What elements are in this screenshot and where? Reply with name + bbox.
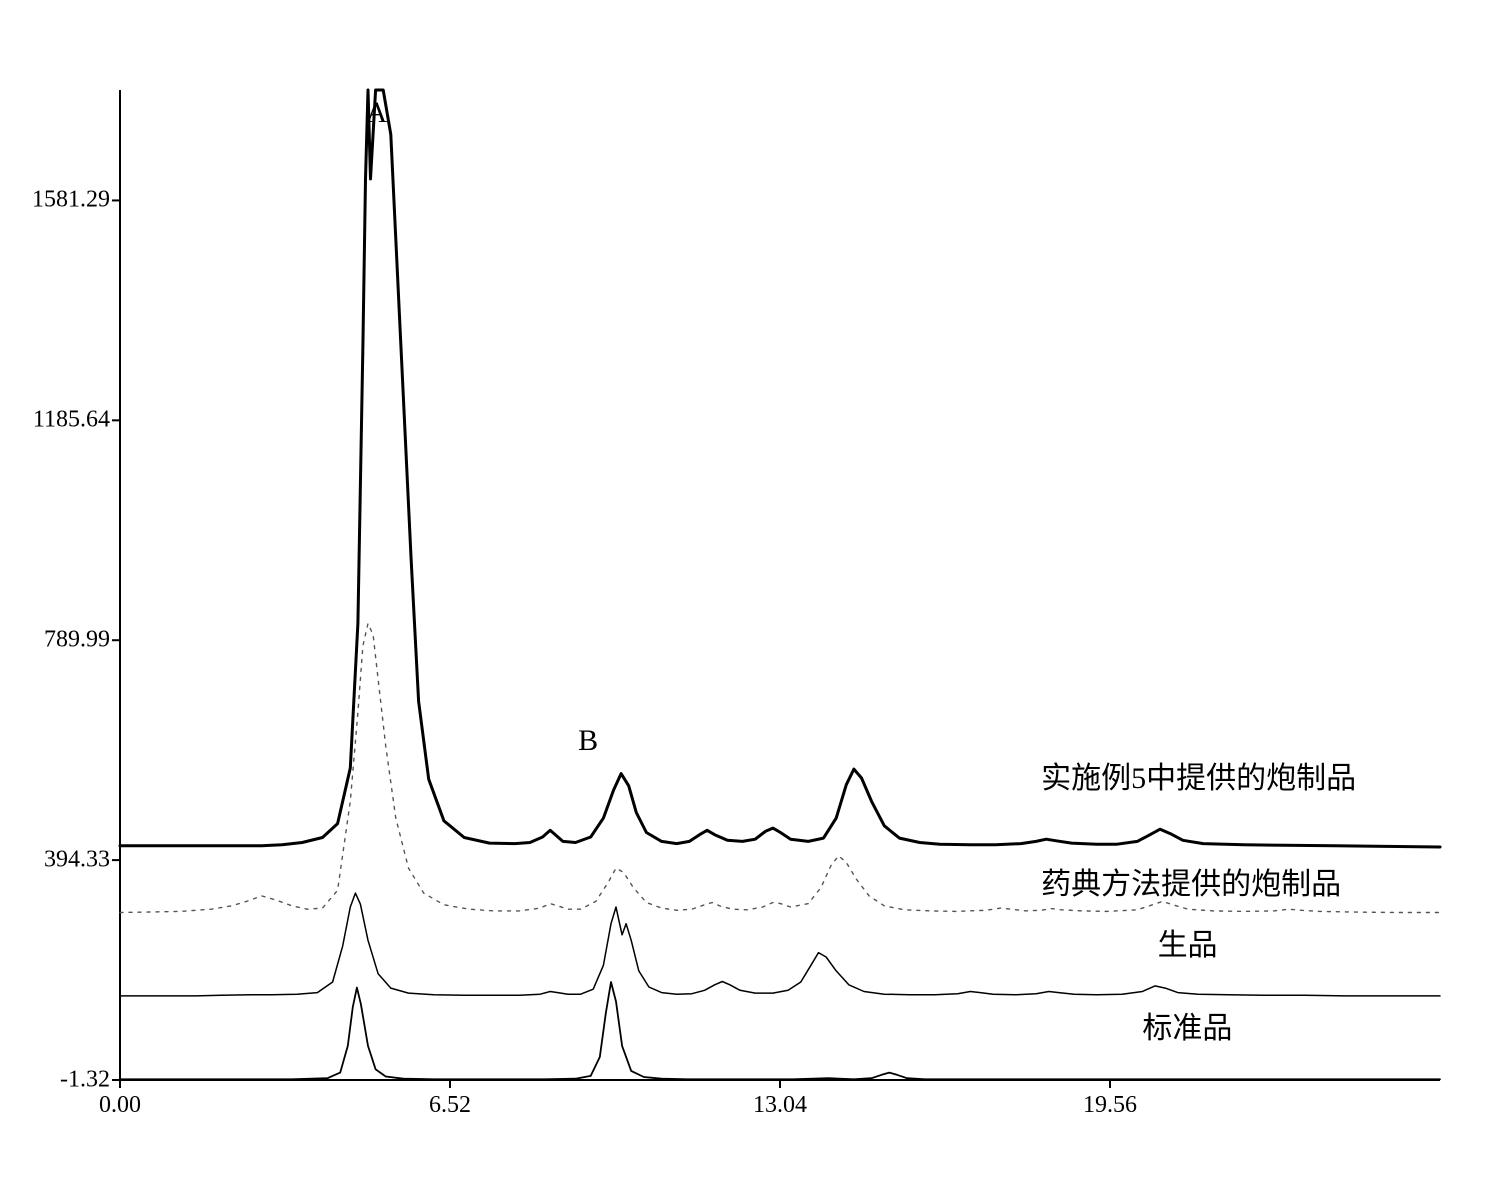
x-tick-label: 6.52 — [410, 1092, 490, 1119]
y-tick-label: -1.32 — [10, 1067, 110, 1094]
series-raw-product — [120, 893, 1440, 996]
series-standard — [120, 982, 1440, 1079]
y-tick-label: 1185.64 — [10, 407, 110, 434]
series-label-pharmacopoeia-processed: 药典方法提供的炮制品 — [1041, 859, 1341, 903]
series-label-raw-product: 生品 — [1158, 920, 1218, 964]
y-tick-label: 1581.29 — [10, 187, 110, 214]
peak-label: A — [366, 96, 388, 130]
y-tick-label: 394.33 — [10, 847, 110, 874]
chromatogram-chart: -1.32 394.33 789.99 1185.64 1581.29 0.00 6.52 1… — [0, 0, 1503, 1179]
chart-svg — [0, 0, 1503, 1179]
x-tick-label: 13.04 — [740, 1092, 820, 1119]
y-tick-label: 789.99 — [10, 627, 110, 654]
series-label-standard: 标准品 — [1142, 1003, 1232, 1047]
series-processed-example5 — [120, 90, 1440, 847]
peak-label: B — [578, 724, 598, 758]
series-label-processed-example5: 实施例5中提供的炮制品 — [1041, 753, 1356, 797]
x-tick-label: 0.00 — [80, 1092, 160, 1119]
x-tick-label: 19.56 — [1070, 1092, 1150, 1119]
